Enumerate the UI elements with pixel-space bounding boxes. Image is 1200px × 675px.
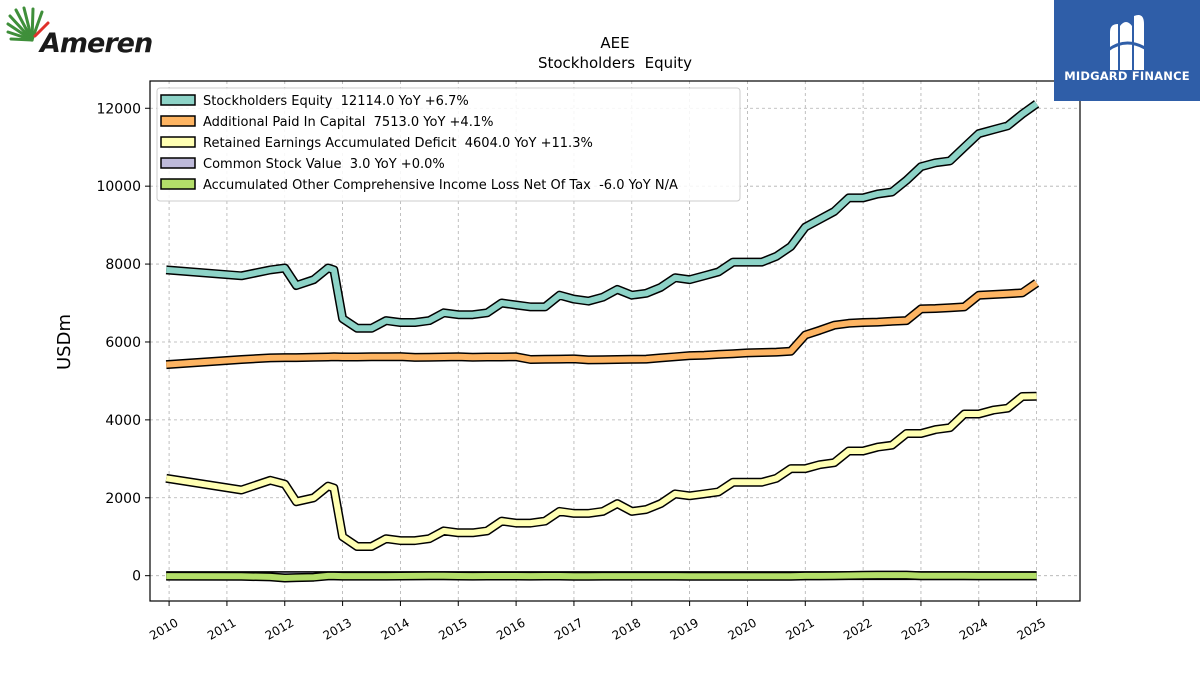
x-tick-label: 2025 (1015, 615, 1048, 642)
legend-label: Common Stock Value 3.0 YoY +0.0% (203, 157, 445, 172)
x-tick-label: 2012 (263, 615, 296, 642)
series-outline (165, 391, 1037, 551)
x-tick-label: 2023 (899, 615, 932, 642)
x-tick-label: 2019 (668, 615, 701, 642)
x-tick-label: 2011 (205, 615, 238, 642)
legend-label: Stockholders Equity 12114.0 YoY +6.7% (203, 94, 469, 109)
y-tick-label: 2000 (105, 491, 141, 507)
legend-swatch (160, 157, 196, 169)
ameren-sunburst-icon (6, 6, 50, 42)
y-tick-label: 0 (132, 569, 141, 585)
series-line (166, 572, 1037, 581)
y-tick-label: 4000 (105, 413, 141, 429)
legend-box (156, 87, 741, 202)
plot-frame (149, 80, 1081, 602)
x-tick-label: 2017 (552, 615, 585, 642)
y-tick-label: 12000 (96, 101, 141, 117)
series-lines (165, 100, 1040, 583)
x-tick-label: 2016 (494, 615, 527, 642)
x-tick-label: 2024 (957, 615, 990, 642)
ameren-logo: Ameren (6, 6, 153, 59)
x-tick-label: 2014 (378, 615, 411, 642)
y-tick-label: 8000 (105, 257, 141, 273)
x-tick-label: 2018 (610, 615, 643, 642)
midgard-logo-icon (1107, 15, 1149, 70)
legend-swatch (160, 178, 196, 190)
legend: Stockholders Equity 12114.0 YoY +6.7% Add… (156, 87, 741, 202)
series-line (165, 101, 1039, 332)
x-tick-label: 2022 (841, 615, 874, 642)
ameren-wordmark: Ameren (40, 28, 153, 59)
series-line (165, 280, 1039, 368)
y-axis-label: USDm (54, 314, 75, 370)
legend-swatch (160, 136, 196, 148)
midgard-finance-watermark: MIDGARD FINANCE (1054, 0, 1200, 101)
legend-label: Additional Paid In Capital 7513.0 YoY +4… (203, 115, 493, 130)
x-tick-label: 2021 (783, 615, 816, 642)
x-tick-label: 2010 (147, 615, 180, 642)
legend-swatch (160, 94, 196, 106)
x-tick-label: 2015 (436, 615, 469, 642)
y-tick-label: 6000 (105, 335, 141, 351)
legend-label: Accumulated Other Comprehensive Income L… (203, 178, 678, 193)
x-tick-label: 2020 (725, 615, 758, 642)
legend-swatch (160, 115, 196, 127)
midgard-finance-label: MIDGARD FINANCE (1064, 69, 1190, 83)
series-line (165, 393, 1037, 550)
chart-title: AEE (600, 34, 629, 52)
chart-subtitle: Stockholders Equity (538, 54, 692, 72)
x-tick-label: 2013 (321, 615, 354, 642)
y-tick-label: 10000 (96, 179, 141, 195)
legend-label: Retained Earnings Accumulated Deficit 46… (203, 136, 593, 151)
